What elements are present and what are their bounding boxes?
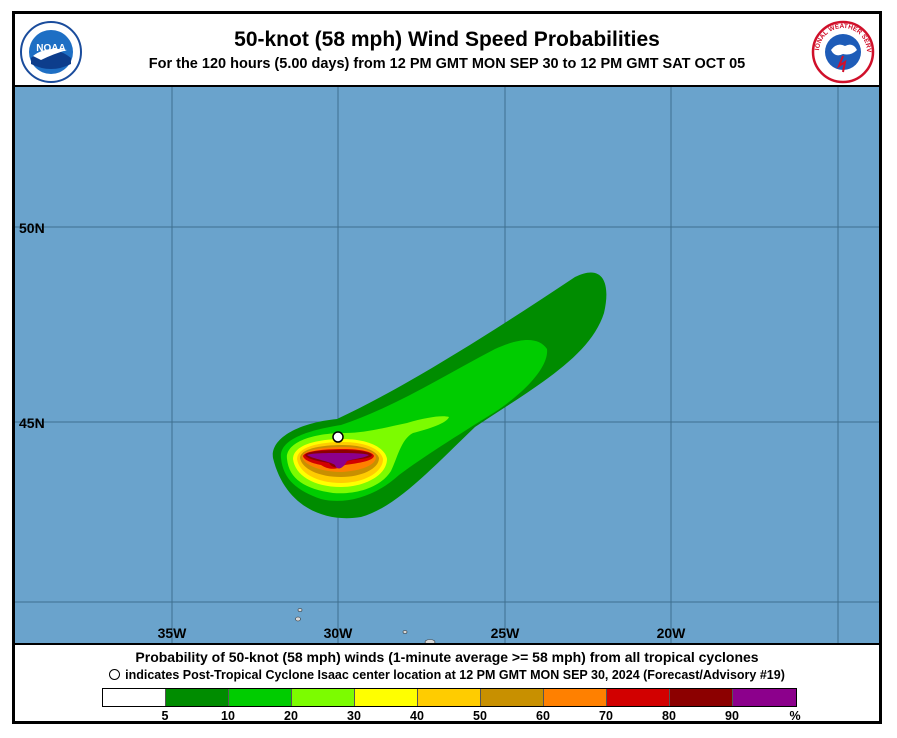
lon-label-25w: 25W xyxy=(491,625,521,641)
legend-label: 40 xyxy=(410,709,424,723)
island xyxy=(424,639,436,643)
legend-label: 10 xyxy=(221,709,235,723)
legend-label: 5 xyxy=(161,709,169,723)
contour-90-plus xyxy=(307,453,369,469)
footer: Probability of 50-knot (58 mph) winds (1… xyxy=(15,645,879,727)
probability-contours xyxy=(272,272,607,519)
national-weather-service-logo: NATIONAL WEATHER SERVICE xyxy=(809,15,875,84)
page-subtitle: For the 120 hours (5.00 days) from 12 PM… xyxy=(148,56,746,72)
legend-swatch xyxy=(481,689,544,706)
legend-labels: 5 10 20 30 40 50 60 70 80 90% xyxy=(102,709,801,723)
legend-label: 60 xyxy=(536,709,550,723)
legend-swatch xyxy=(166,689,229,706)
islands xyxy=(295,608,436,643)
legend-swatch xyxy=(355,689,418,706)
storm-location-caption: indicates Post-Tropical Cyclone Isaac ce… xyxy=(15,668,879,682)
legend-swatch xyxy=(670,689,733,706)
legend-label: 50 xyxy=(473,709,487,723)
legend-swatch xyxy=(229,689,292,706)
noaa-logo-text: NOAA xyxy=(36,43,65,54)
lon-label-30w: 30W xyxy=(324,625,354,641)
legend-label: % xyxy=(789,709,801,723)
color-legend: 5 10 20 30 40 50 60 70 80 90% xyxy=(102,688,801,724)
legend-swatch xyxy=(103,689,166,706)
lat-label-45n: 45N xyxy=(19,415,45,431)
storm-center-marker xyxy=(332,431,344,443)
probability-map: 50N 45N 35W 30W 25W 20W xyxy=(15,87,879,643)
lon-label-35w: 35W xyxy=(158,625,188,641)
probability-caption: Probability of 50-knot (58 mph) winds (1… xyxy=(135,649,759,665)
header: NOAA 50-knot (58 mph) Wind Speed Probabi… xyxy=(15,14,879,84)
legend-label: 70 xyxy=(599,709,613,723)
map-panel: 50N 45N 35W 30W 25W 20W xyxy=(15,85,879,645)
legend-label: 30 xyxy=(347,709,361,723)
lat-label-50n: 50N xyxy=(19,220,45,236)
page-title: 50-knot (58 mph) Wind Speed Probabilitie… xyxy=(234,28,660,51)
legend-swatch xyxy=(607,689,670,706)
legend-swatch xyxy=(544,689,607,706)
open-circle-icon xyxy=(109,669,121,680)
storm-location-text: indicates Post-Tropical Cyclone Isaac ce… xyxy=(125,668,785,682)
island xyxy=(295,616,301,622)
legend-swatch xyxy=(292,689,355,706)
lon-label-20w: 20W xyxy=(657,625,687,641)
legend-swatch xyxy=(418,689,481,706)
noaa-logo: NOAA xyxy=(19,20,83,84)
legend-label: 80 xyxy=(662,709,676,723)
legend-swatch xyxy=(733,689,796,706)
island xyxy=(402,630,408,634)
island xyxy=(297,608,303,612)
legend-label: 90 xyxy=(725,709,739,723)
legend-color-bar xyxy=(102,688,797,707)
graphic-frame: NOAA 50-knot (58 mph) Wind Speed Probabi… xyxy=(12,11,882,724)
legend-label: 20 xyxy=(284,709,298,723)
